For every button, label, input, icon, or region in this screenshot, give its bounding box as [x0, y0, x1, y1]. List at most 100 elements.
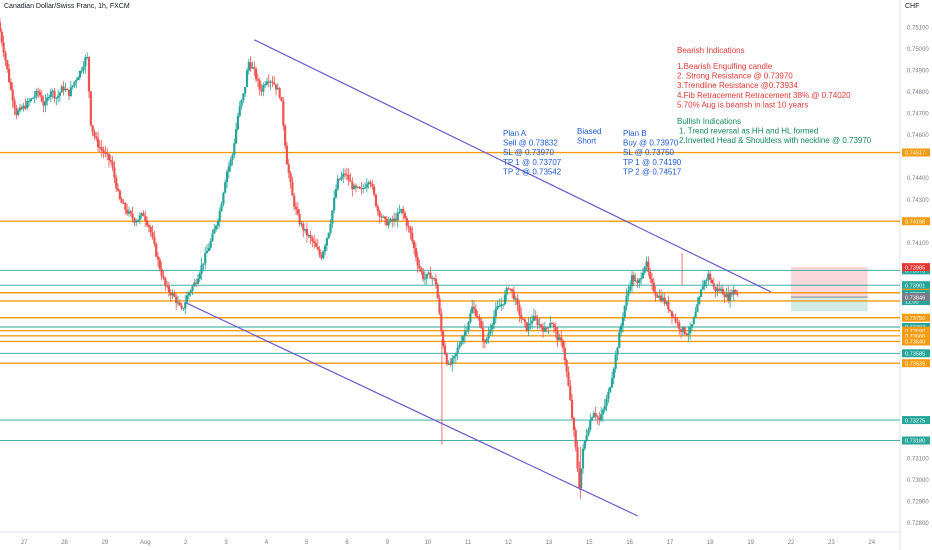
candle — [630, 271, 634, 293]
candle — [111, 155, 114, 172]
candle — [122, 199, 125, 204]
candle — [220, 201, 223, 212]
y-tick-label: 0.74700 — [907, 112, 929, 118]
plan-a-line: Sell @ 0.73832 — [503, 139, 558, 148]
x-tick-label: 15 — [586, 540, 593, 546]
candle — [84, 54, 87, 74]
candle — [331, 209, 334, 229]
candle — [721, 285, 724, 295]
candle — [73, 81, 76, 89]
candle — [683, 326, 686, 336]
candle — [196, 274, 200, 285]
plan-a-line: TP 2 @ 0.73542 — [503, 167, 562, 176]
candle — [669, 309, 672, 313]
candle — [402, 206, 405, 220]
candle — [44, 94, 47, 113]
annotations: Bearish Indications 1.Bearish Engulfing c… — [503, 46, 872, 176]
candle — [525, 321, 528, 332]
candle — [718, 281, 721, 294]
candle — [271, 76, 274, 88]
candle — [549, 315, 552, 329]
candle — [532, 308, 536, 322]
candle — [632, 271, 635, 287]
candle — [369, 179, 372, 188]
candle — [552, 322, 556, 333]
candle — [409, 225, 412, 240]
x-tick-label: 5 — [305, 540, 309, 546]
candle — [211, 229, 214, 243]
candle — [342, 168, 345, 184]
candle — [29, 97, 32, 103]
candle — [538, 317, 541, 329]
candle — [639, 272, 643, 285]
candle — [679, 328, 683, 339]
candle — [481, 321, 485, 349]
candle — [403, 211, 407, 220]
bullish-item: 2.Inverted Head & Shoulders with necklin… — [679, 136, 872, 145]
candle — [238, 101, 241, 118]
candle — [6, 59, 9, 73]
candle — [60, 84, 63, 93]
candle — [57, 89, 60, 103]
candle — [311, 235, 314, 248]
candle — [387, 216, 390, 229]
x-tick-label: 3 — [224, 540, 228, 546]
candle — [723, 291, 726, 304]
candle — [345, 167, 348, 181]
candle — [432, 277, 436, 282]
candle — [155, 242, 158, 258]
candle — [136, 219, 140, 223]
candle — [434, 274, 437, 289]
candle — [676, 317, 679, 328]
level-price-label: 0.73539 — [905, 361, 925, 367]
candle — [620, 322, 623, 337]
currency-label: CHF — [905, 3, 920, 10]
candle — [347, 168, 350, 186]
candle — [652, 277, 655, 294]
candle — [659, 289, 663, 304]
y-tick-label: 0.75100 — [907, 25, 929, 31]
bearish-item: 5.70% Aug is bearish in last 10 years — [677, 100, 808, 109]
candle — [649, 267, 652, 283]
candle — [269, 79, 272, 90]
candle — [681, 326, 684, 337]
candle — [153, 230, 156, 247]
candle — [300, 220, 303, 228]
x-tick-label: 28 — [61, 540, 68, 546]
x-tick-label: 9 — [386, 540, 390, 546]
candle — [594, 406, 597, 421]
candle — [732, 285, 735, 302]
bias-line: Biased — [577, 127, 601, 136]
candle — [260, 83, 263, 96]
candle — [487, 326, 490, 344]
candle — [358, 185, 361, 190]
candle — [440, 308, 443, 336]
candle — [338, 178, 341, 181]
candle — [647, 256, 650, 277]
candle — [165, 281, 169, 289]
x-tick-label: Aug — [140, 540, 151, 546]
candle — [142, 210, 145, 217]
candle — [412, 239, 416, 255]
x-tick-label: 17 — [667, 540, 674, 546]
candle — [298, 209, 301, 227]
level-price-tag — [902, 416, 930, 425]
candle — [507, 286, 510, 290]
candle — [663, 293, 666, 307]
candle — [95, 132, 98, 142]
candle — [318, 246, 321, 258]
candle — [416, 251, 419, 273]
candle — [378, 209, 381, 224]
candle — [514, 295, 517, 305]
candle — [351, 177, 354, 197]
candle — [184, 295, 187, 315]
candle — [451, 354, 454, 372]
candles — [0, 18, 739, 499]
candle — [31, 97, 34, 100]
candle — [49, 88, 52, 103]
candle — [205, 244, 209, 254]
candle — [82, 60, 85, 74]
candle — [314, 238, 318, 248]
candle — [360, 182, 363, 195]
